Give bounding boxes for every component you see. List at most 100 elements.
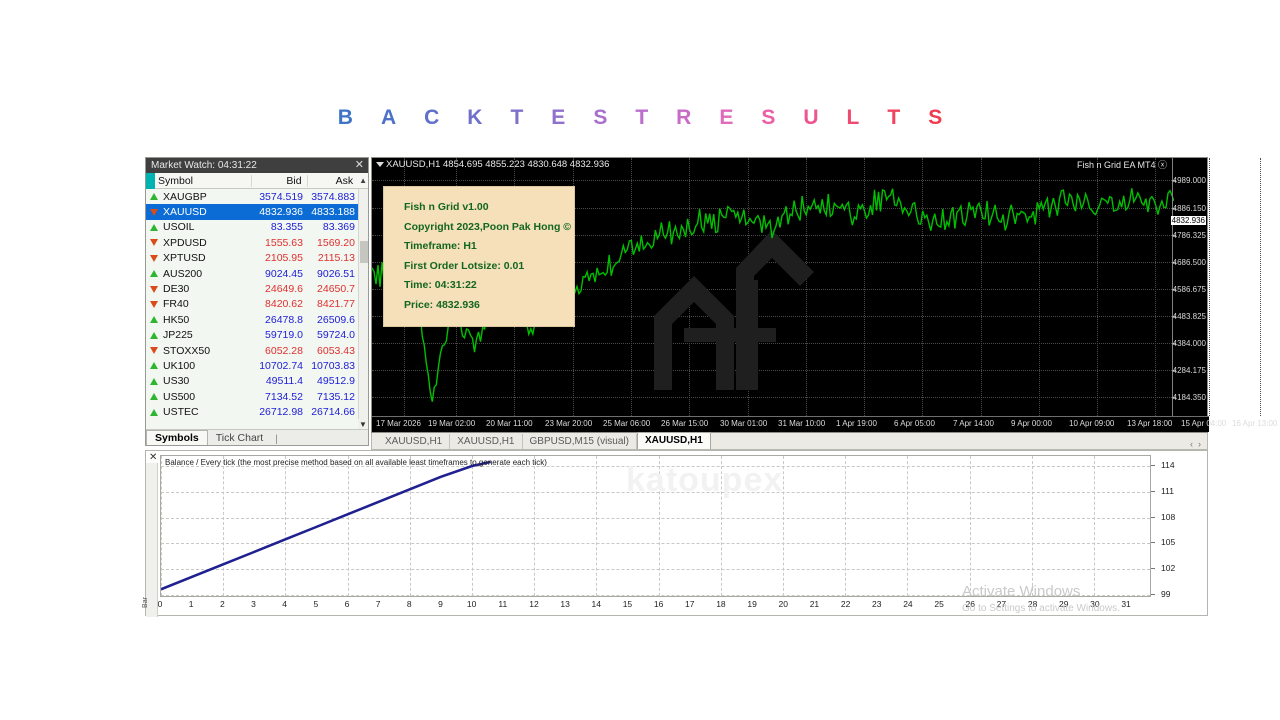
price-tick-label: 4184.350 xyxy=(1172,393,1206,402)
tester-axis-label: Bar xyxy=(141,597,149,608)
market-watch-row[interactable]: US30 49511.4 49512.9 xyxy=(146,373,368,390)
gridline-h xyxy=(372,208,1174,209)
chart-tab[interactable]: GBPUSD,M15 (visual) xyxy=(523,434,637,449)
x-tick-label: 4 xyxy=(282,599,288,609)
tab-prev-icon[interactable]: ‹ xyxy=(1190,439,1193,449)
gridline-v xyxy=(864,158,865,416)
arrow-down-icon xyxy=(150,208,159,217)
symbol-label: STOXX50 xyxy=(163,344,211,357)
x-tick-label: 26 xyxy=(965,599,975,609)
ask-value: 7135.12 xyxy=(317,390,355,403)
market-watch-tab[interactable]: Tick Chart xyxy=(215,432,264,444)
x-tick-label: 14 xyxy=(591,599,602,609)
x-tick-label: 6 xyxy=(344,599,350,609)
gridline-v xyxy=(596,456,598,596)
chart-tab[interactable]: XAUUSD,H1 xyxy=(378,434,451,449)
title-letter: U xyxy=(803,106,819,129)
chart-tab-strip: XAUUSD,H1 XAUUSD,H1 GBPUSD,M15 (visual) XAU… xyxy=(371,432,1208,450)
gridline-v xyxy=(472,456,473,596)
y-tick xyxy=(1151,516,1155,518)
market-watch-row[interactable]: XAUGBP 3574.519 3574.883 xyxy=(146,189,368,205)
gridline-v xyxy=(981,158,982,416)
market-watch-row[interactable]: FR40 8420.62 8421.77 xyxy=(146,296,368,313)
arrow-down-icon xyxy=(150,300,159,309)
time-tick-label: 9 Apr 00:00 xyxy=(1011,419,1052,428)
balance-plot-area: Balance / Every tick (the most precise m… xyxy=(160,455,1151,597)
column-header-bid[interactable]: Bid xyxy=(251,174,307,187)
ask-value: 6053.43 xyxy=(317,344,355,357)
time-tick-label: 10 Apr 09:00 xyxy=(1069,419,1115,428)
scroll-down-icon[interactable]: ▼ xyxy=(358,419,368,431)
time-tick-label: 1 Apr 19:00 xyxy=(836,419,877,428)
market-watch-title: Market Watch: 04:31:22 xyxy=(151,160,257,171)
tab-next-icon[interactable]: › xyxy=(1198,439,1201,449)
market-watch-row[interactable]: XAUUSD 4832.936 4833.188 xyxy=(146,204,368,220)
x-tick-label: 17 xyxy=(685,599,695,609)
bid-value: 59719.0 xyxy=(265,329,303,342)
market-watch-row[interactable]: XPDUSD 1555.63 1569.20 xyxy=(146,235,368,251)
market-watch-row[interactable]: JP225 59719.0 59724.0 xyxy=(146,327,368,343)
scrollbar-thumb[interactable] xyxy=(360,241,368,263)
title-letter: T xyxy=(635,106,649,129)
info-line: Price: 4832.936 xyxy=(404,298,480,311)
bid-value: 49511.4 xyxy=(265,375,303,388)
time-tick-label: 17 Mar 2026 xyxy=(376,419,421,428)
market-watch-row[interactable]: UK100 10702.74 10703.83 xyxy=(146,358,368,374)
column-header-symbol[interactable]: Symbol xyxy=(158,174,194,187)
arrow-up-icon xyxy=(150,392,159,401)
tester-watermark: katoupex xyxy=(626,461,784,499)
x-tick-label: 21 xyxy=(809,599,820,609)
ask-value: 26509.6 xyxy=(317,313,355,326)
market-watch-scrollbar[interactable]: ▼ xyxy=(358,189,368,431)
market-watch-row[interactable]: AUS200 9024.45 9026.51 xyxy=(146,265,368,282)
market-watch-header-row: Symbol Bid Ask ▲ xyxy=(146,173,368,189)
y-tick-label: 111 xyxy=(1161,486,1174,496)
y-tick xyxy=(1151,593,1155,595)
close-icon[interactable]: ✕ xyxy=(149,452,158,463)
close-icon[interactable]: ✕ xyxy=(354,159,364,171)
arrow-up-icon xyxy=(150,377,159,386)
gridline-v xyxy=(922,158,923,416)
time-tick-label: 20 Mar 11:00 xyxy=(486,419,533,428)
market-watch-tab[interactable]: Symbols xyxy=(146,430,208,445)
column-header-ask[interactable]: Ask xyxy=(306,174,359,187)
symbol-label: US500 xyxy=(163,390,196,403)
arrow-up-icon xyxy=(150,192,159,201)
gridline-h xyxy=(372,370,1174,371)
market-watch-row[interactable]: USTEC 26712.98 26714.66 xyxy=(146,404,368,420)
market-watch-row[interactable]: US500 7134.52 7135.12 xyxy=(146,389,368,405)
market-watch-row[interactable]: XPTUSD 2105.95 2115.13 xyxy=(146,250,368,266)
x-tick-label: 9 xyxy=(438,599,443,609)
x-tick-label: 2 xyxy=(219,599,225,609)
arrow-down-icon xyxy=(150,346,159,355)
time-tick-label: 30 Mar 01:00 xyxy=(720,419,768,428)
chevron-down-icon[interactable] xyxy=(376,162,384,167)
market-watch-panel: Market Watch: 04:31:22 ✕ Symbol Bid Ask … xyxy=(145,157,369,446)
symbol-label: DE30 xyxy=(163,283,190,296)
market-watch-list: XAUGBP 3574.519 3574.883 XAUUSD 4832.936 4833… xyxy=(146,189,368,431)
tab-nav: ‹ › xyxy=(1190,439,1207,449)
x-tick-label: 22 xyxy=(840,599,851,609)
price-tick-label: 4886.150 xyxy=(1172,204,1206,213)
gridline-v xyxy=(907,456,909,596)
gridline-h xyxy=(372,343,1174,344)
chart-brand-label: Fish n Grid EA MT4 ⓧ xyxy=(1076,160,1167,170)
x-tick-label: 5 xyxy=(313,599,319,609)
bid-value: 7134.52 xyxy=(265,390,303,403)
chart-tab[interactable]: XAUUSD,H1 xyxy=(450,434,523,449)
chart-header: XAUUSD,H1 4854.695 4855.223 4830.648 483… xyxy=(372,158,1207,172)
gridline-v xyxy=(534,456,536,596)
market-watch-row[interactable]: STOXX50 6052.28 6053.43 xyxy=(146,342,368,359)
scroll-up-icon[interactable]: ▲ xyxy=(359,176,368,185)
chart-tab[interactable]: XAUUSD,H1 xyxy=(636,432,711,449)
ea-info-box: Fish n Grid v1.00 Copyright 2023,Poon Pak… xyxy=(383,186,575,327)
symbol-label: HK50 xyxy=(163,313,190,326)
gridline-h xyxy=(372,397,1174,398)
price-tick xyxy=(1172,397,1176,398)
market-watch-row[interactable]: HK50 26478.8 26509.6 xyxy=(146,312,368,328)
x-tick-label: 1 xyxy=(188,599,194,609)
market-watch-row[interactable]: USOIL 83.355 83.369 xyxy=(146,219,368,236)
market-watch-row[interactable]: DE30 24649.6 24650.7 xyxy=(146,281,368,297)
x-tick-label: 25 xyxy=(934,599,944,609)
